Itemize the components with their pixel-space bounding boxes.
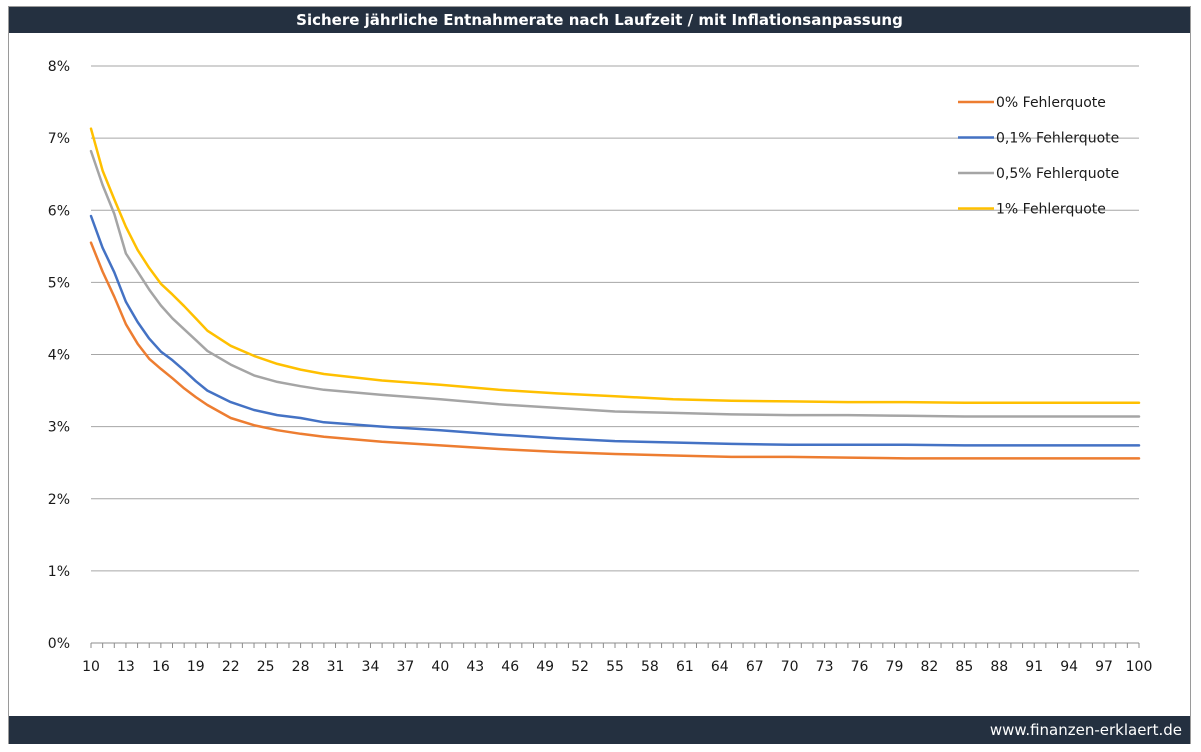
gridlines [91, 65, 1139, 572]
x-tick-label: 16 [152, 659, 170, 675]
x-tick-label: 85 [955, 659, 973, 675]
x-tick-label: 13 [117, 659, 135, 675]
legend: 0% Fehlerquote 0,1% Fehlerquote 0,5% Fehle… [958, 95, 1119, 218]
y-tick-label: 7% [48, 131, 70, 147]
x-axis-ticks: 10 13 16 19 22 25 28 31 34 37 40 43 46 49 52 55 58 61 64 67… [82, 659, 1152, 675]
x-tick-label: 10 [82, 659, 100, 675]
x-tick-label: 52 [571, 659, 589, 675]
x-tick-label: 91 [1025, 659, 1043, 675]
x-tick-label: 61 [676, 659, 694, 675]
y-tick-label: 2% [48, 492, 70, 508]
x-tick-label: 76 [851, 659, 869, 675]
x-tick-label: 73 [816, 659, 834, 675]
series-lines [89, 127, 1141, 460]
y-tick-label: 8% [48, 59, 70, 75]
x-tick-label: 31 [327, 659, 345, 675]
series-line [89, 241, 1141, 460]
legend-label: 0,1% Fehlerquote [996, 131, 1119, 147]
legend-label: 0% Fehlerquote [996, 95, 1106, 111]
legend-label: 1% Fehlerquote [996, 202, 1106, 218]
x-tick-label: 43 [466, 659, 484, 675]
x-tick-label: 94 [1060, 659, 1078, 675]
x-tick-label: 40 [431, 659, 449, 675]
legend-label: 0,5% Fehlerquote [996, 166, 1119, 182]
x-tick-label: 55 [606, 659, 624, 675]
axes [90, 642, 1140, 648]
y-tick-label: 3% [48, 420, 70, 436]
series-line [89, 127, 1141, 405]
y-axis-ticks: 0% 1% 2% 3% 4% 5% 6% 7% 8% [48, 59, 70, 652]
chart-title: Sichere jährliche Entnahmerate nach Lauf… [9, 7, 1190, 33]
y-tick-label: 4% [48, 348, 70, 364]
footer-url: www.finanzen-erklaert.de [9, 716, 1190, 744]
y-tick-label: 0% [48, 636, 70, 652]
x-tick-label: 58 [641, 659, 659, 675]
y-tick-label: 1% [48, 564, 70, 580]
x-tick-label: 82 [920, 659, 938, 675]
x-tick-label: 64 [711, 659, 729, 675]
x-tick-label: 34 [362, 659, 380, 675]
x-tick-label: 22 [222, 659, 240, 675]
x-tick-label: 70 [781, 659, 799, 675]
x-tick-label: 100 [1126, 659, 1153, 675]
x-tick-label: 97 [1095, 659, 1113, 675]
series-line [89, 214, 1141, 447]
x-tick-label: 37 [396, 659, 414, 675]
x-tick-label: 46 [501, 659, 519, 675]
x-tick-label: 25 [257, 659, 275, 675]
y-tick-label: 6% [48, 203, 70, 219]
x-tick-label: 67 [746, 659, 764, 675]
chart-frame [8, 6, 1191, 744]
series-line [89, 149, 1141, 418]
x-tick-label: 88 [990, 659, 1008, 675]
x-tick-label: 28 [292, 659, 310, 675]
y-tick-label: 5% [48, 275, 70, 291]
x-tick-label: 19 [187, 659, 205, 675]
x-tick-label: 79 [886, 659, 904, 675]
x-tick-label: 49 [536, 659, 554, 675]
